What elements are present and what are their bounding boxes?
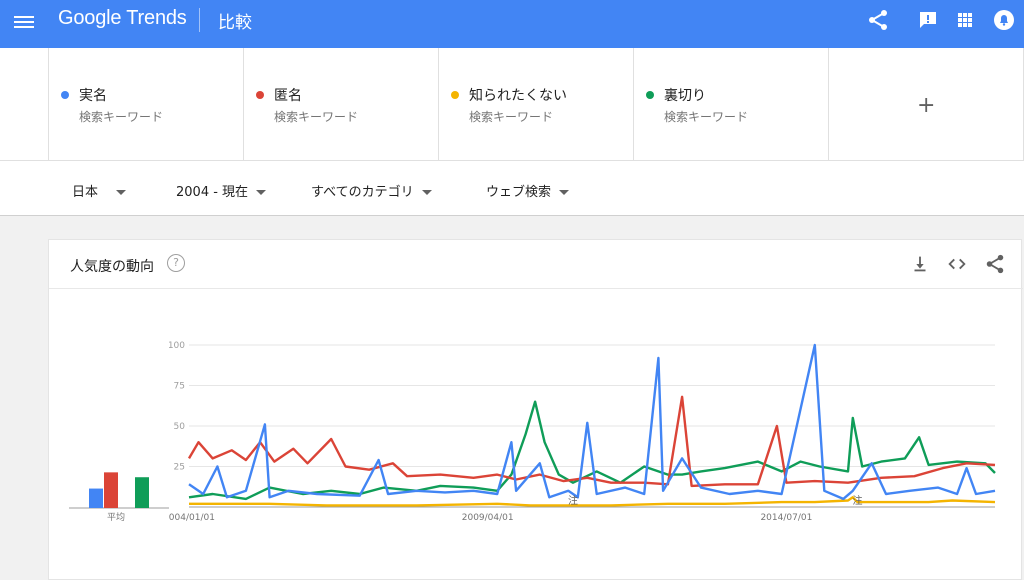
note-marker[interactable]: 注 — [853, 494, 863, 507]
region-label: 日本 — [72, 185, 99, 200]
notifications-icon[interactable] — [992, 8, 1016, 32]
chevron-down-icon — [559, 190, 570, 195]
page-title: 比較 — [218, 13, 252, 33]
feedback-icon[interactable] — [916, 8, 940, 32]
embed-code-icon[interactable] — [946, 253, 968, 275]
share-icon[interactable] — [984, 253, 1006, 275]
comparison-terms: 実名 検索キーワード 匿名 検索キーワード 知られたくない 検索キーワード 裏切… — [0, 48, 1024, 160]
region-dropdown[interactable]: 日本 — [72, 181, 127, 200]
note-marker[interactable]: 注 — [568, 494, 578, 507]
period-label: 2004 - 現在 — [176, 185, 249, 200]
x-tick-label: 2014/07/01 — [760, 513, 812, 523]
chevron-down-icon — [256, 190, 267, 195]
term-name: 裏切り — [664, 88, 706, 104]
download-icon[interactable] — [909, 253, 931, 275]
menu-icon[interactable] — [14, 13, 34, 31]
header-divider — [199, 8, 200, 32]
apps-grid-icon[interactable] — [953, 8, 977, 32]
series-line-3 — [189, 496, 996, 507]
term-name: 匿名 — [274, 88, 302, 104]
average-bar-chart — [69, 472, 169, 509]
term-card-1[interactable]: 実名 検索キーワード — [48, 48, 243, 160]
x-tick-label: 2004/01/01 — [169, 513, 215, 523]
term-card-2[interactable]: 匿名 検索キーワード — [243, 48, 438, 160]
series-line-2 — [187, 395, 996, 488]
term-card-4[interactable]: 裏切り 検索キーワード — [633, 48, 828, 160]
term-color-dot — [451, 91, 459, 99]
average-bar-1 — [89, 488, 103, 508]
chevron-down-icon — [116, 190, 127, 195]
term-type: 検索キーワード — [79, 110, 164, 124]
term-type: 検索キーワード — [664, 110, 749, 124]
interest-over-time-card: 人気度の動向 ? 平均 25 50 75 100 2004/01/01 2009/04/0… — [48, 239, 1023, 580]
term-color-dot — [256, 91, 264, 99]
filter-bar: 日本 2004 - 現在 すべてのカテゴリ ウェブ検索 — [0, 160, 1024, 216]
add-term-button[interactable]: + — [917, 93, 936, 118]
y-tick-label: 75 — [174, 382, 185, 392]
card-header: 人気度の動向 ? — [49, 240, 1023, 289]
y-tick-label: 50 — [174, 422, 186, 432]
top-app-bar: Google Trends 比較 — [0, 0, 1024, 48]
search-type-dropdown[interactable]: ウェブ検索 — [486, 181, 570, 200]
term-card-3[interactable]: 知られたくない 検索キーワード — [438, 48, 633, 160]
average-label: 平均 — [107, 513, 126, 523]
term-name: 実名 — [79, 88, 107, 104]
x-tick-label: 2009/04/01 — [462, 513, 514, 523]
y-tick-label: 25 — [174, 463, 185, 473]
google-trends-logo[interactable]: Google Trends — [58, 7, 187, 29]
period-dropdown[interactable]: 2004 - 現在 — [176, 181, 267, 200]
share-icon[interactable] — [866, 8, 890, 32]
y-tick-label: 100 — [169, 341, 185, 351]
average-bar-4 — [135, 477, 149, 508]
interest-line-chart: 25 50 75 100 2004/01/01 2009/04/01 2014/07/01 注… — [169, 341, 996, 523]
category-dropdown[interactable]: すべてのカテゴリ — [311, 181, 432, 200]
term-color-dot — [61, 91, 69, 99]
category-label: すべてのカテゴリ — [311, 185, 414, 200]
term-type: 検索キーワード — [274, 110, 359, 124]
term-type: 検索キーワード — [469, 110, 554, 124]
term-name: 知られたくない — [469, 88, 567, 104]
search-type-label: ウェブ検索 — [486, 185, 552, 200]
add-term-card[interactable]: + — [828, 48, 1024, 160]
card-title: 人気度の動向 — [70, 259, 154, 275]
help-icon[interactable]: ? — [167, 254, 185, 272]
series-line-1 — [188, 343, 996, 501]
term-color-dot — [646, 91, 654, 99]
chevron-down-icon — [421, 190, 432, 195]
average-bar-2 — [104, 472, 118, 508]
